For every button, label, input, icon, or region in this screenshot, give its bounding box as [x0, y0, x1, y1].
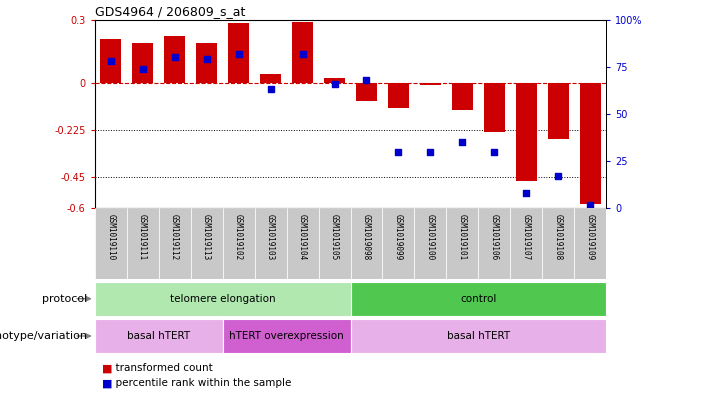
Text: GSM1019106: GSM1019106 — [490, 214, 499, 260]
Bar — [223, 208, 254, 279]
Bar — [318, 208, 350, 279]
Text: GSM1019109: GSM1019109 — [586, 214, 595, 260]
Point — [329, 81, 340, 87]
Text: GSM1019105: GSM1019105 — [330, 214, 339, 260]
Point — [361, 77, 372, 83]
Bar — [420, 83, 441, 84]
Text: GSM1019100: GSM1019100 — [426, 214, 435, 260]
Bar — [292, 22, 313, 83]
Text: ■: ■ — [102, 378, 112, 388]
Bar — [388, 83, 409, 108]
Text: GSM1019104: GSM1019104 — [298, 214, 307, 260]
Text: GSM1019099: GSM1019099 — [394, 214, 403, 260]
Bar — [548, 83, 569, 139]
Text: GSM1019108: GSM1019108 — [554, 214, 563, 260]
Text: GDS4964 / 206809_s_at: GDS4964 / 206809_s_at — [95, 6, 245, 18]
Bar — [132, 43, 153, 83]
Text: GSM1019110: GSM1019110 — [106, 214, 115, 260]
Point — [169, 54, 180, 61]
Bar — [191, 208, 223, 279]
Bar — [196, 43, 217, 83]
Point — [585, 201, 596, 208]
Bar — [324, 78, 345, 83]
Bar — [478, 208, 510, 279]
Text: genotype/variation: genotype/variation — [0, 331, 88, 341]
Text: GSM1019101: GSM1019101 — [458, 214, 467, 260]
Bar — [580, 83, 601, 204]
Bar — [100, 39, 121, 83]
Bar — [350, 282, 606, 316]
Bar — [95, 319, 223, 353]
Text: GSM1019102: GSM1019102 — [234, 214, 243, 260]
Text: basal hTERT: basal hTERT — [127, 331, 190, 341]
Bar — [254, 208, 287, 279]
Text: GSM1019103: GSM1019103 — [266, 214, 275, 260]
Text: GSM1019111: GSM1019111 — [138, 214, 147, 260]
Point — [425, 149, 436, 155]
Text: control: control — [461, 294, 496, 304]
Point — [105, 58, 116, 64]
Text: GSM1019112: GSM1019112 — [170, 214, 179, 260]
Bar — [574, 208, 606, 279]
Point — [489, 149, 500, 155]
Text: GSM1019113: GSM1019113 — [202, 214, 211, 260]
Text: telomere elongation: telomere elongation — [170, 294, 275, 304]
Point — [201, 56, 212, 62]
Point — [265, 86, 276, 93]
Bar — [127, 208, 158, 279]
Point — [457, 139, 468, 145]
Bar — [356, 83, 377, 101]
Text: GSM1019098: GSM1019098 — [362, 214, 371, 260]
Text: percentile rank within the sample: percentile rank within the sample — [109, 378, 291, 388]
Bar — [95, 282, 350, 316]
Bar — [414, 208, 447, 279]
Bar — [452, 83, 473, 110]
Bar — [260, 74, 281, 83]
Bar — [484, 83, 505, 132]
Bar — [350, 208, 383, 279]
Bar — [287, 208, 318, 279]
Bar — [228, 23, 249, 83]
Point — [297, 50, 308, 57]
Bar — [516, 83, 537, 181]
Bar — [164, 37, 185, 83]
Text: transformed count: transformed count — [109, 363, 212, 373]
Point — [137, 66, 148, 72]
Point — [393, 149, 404, 155]
Bar — [158, 208, 191, 279]
Bar — [350, 319, 606, 353]
Bar — [510, 208, 543, 279]
Text: GSM1019107: GSM1019107 — [522, 214, 531, 260]
Bar — [223, 319, 350, 353]
Bar — [383, 208, 414, 279]
Text: hTERT overexpression: hTERT overexpression — [229, 331, 344, 341]
Bar — [543, 208, 574, 279]
Point — [521, 190, 532, 196]
Point — [553, 173, 564, 179]
Bar — [95, 208, 127, 279]
Text: ■: ■ — [102, 363, 112, 373]
Text: protocol: protocol — [42, 294, 88, 304]
Text: basal hTERT: basal hTERT — [447, 331, 510, 341]
Point — [233, 50, 244, 57]
Bar — [447, 208, 478, 279]
